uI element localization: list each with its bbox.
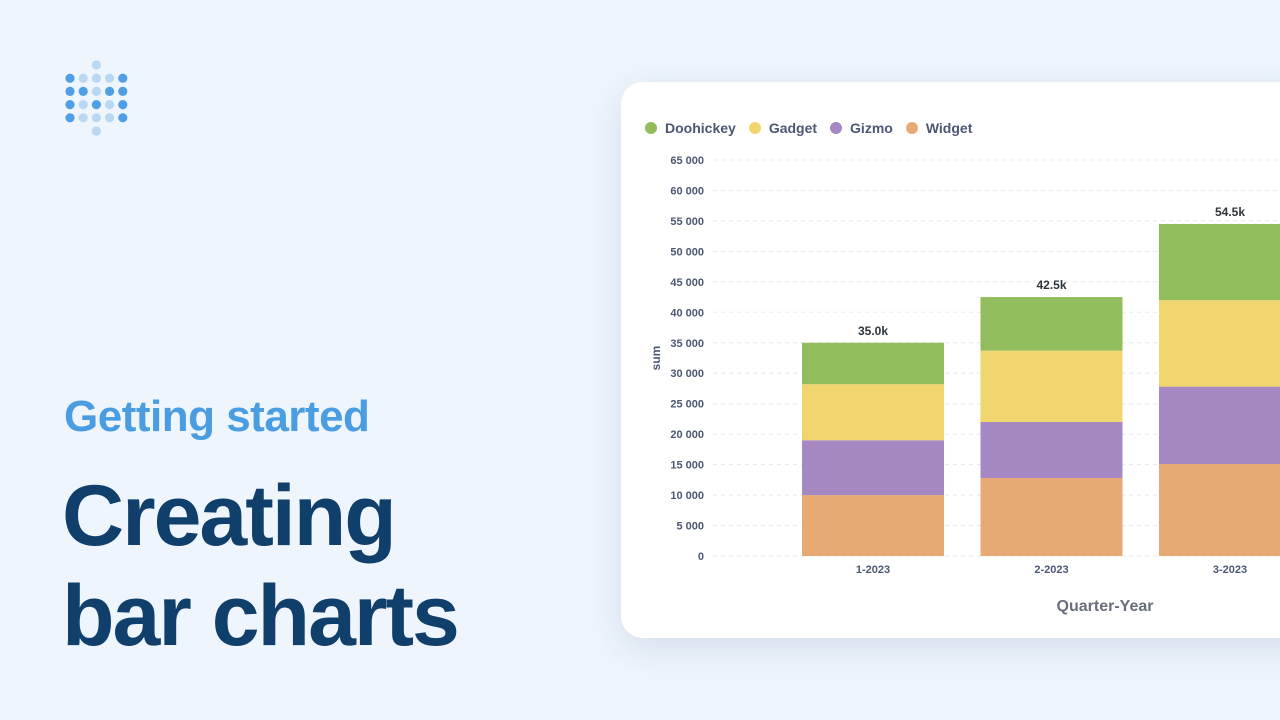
logo-dot xyxy=(65,100,75,110)
legend-dot-icon xyxy=(905,122,918,134)
logo-dot xyxy=(91,73,101,83)
logo-dot xyxy=(91,126,101,136)
logo-dot xyxy=(118,100,128,110)
y-tick-label: 65 000 xyxy=(670,155,704,167)
x-axis-title: Quarter-Year xyxy=(1057,598,1154,615)
y-tick-label: 40 000 xyxy=(670,307,704,319)
bar-segment-gadget[interactable] xyxy=(802,384,944,441)
y-tick-label: 5 000 xyxy=(676,521,704,533)
bar-segment-widget[interactable] xyxy=(802,495,944,556)
page-title: Creating bar charts xyxy=(62,466,460,666)
chart-card: Doohickey Gadget Gizmo Widget 0 5 000 10 000 1… xyxy=(621,82,1280,638)
logo-dot xyxy=(78,73,88,83)
legend-label: Gizmo xyxy=(850,120,893,136)
logo-dot xyxy=(91,113,101,123)
legend-label: Doohickey xyxy=(665,120,736,136)
bar-chart: 0 5 000 10 000 15 000 20 000 25 000 30 000 35 0… xyxy=(649,155,1280,615)
logo-dot xyxy=(91,86,101,96)
title-line-1: Creating xyxy=(62,468,397,564)
logo-dot xyxy=(118,86,128,96)
x-tick-label: 1-2023 xyxy=(856,564,890,576)
y-tick-label: 30 000 xyxy=(670,368,704,380)
y-tick-label: 0 xyxy=(698,551,704,563)
bar-segment-gizmo[interactable] xyxy=(980,421,1123,479)
y-tick-label: 10 000 xyxy=(670,490,704,502)
bar-segment-gadget[interactable] xyxy=(980,350,1123,422)
legend-label: Gadget xyxy=(768,120,818,136)
logo-dot xyxy=(78,100,88,110)
legend-item-gizmo[interactable]: Gizmo xyxy=(830,120,893,136)
logo-dot xyxy=(105,73,115,83)
logo-dot xyxy=(78,86,88,96)
logo-dot xyxy=(105,86,115,96)
bar-segment-doohickey[interactable] xyxy=(980,297,1123,351)
legend-item-doohickey[interactable]: Doohickey xyxy=(645,120,736,136)
bar-segment-doohickey[interactable] xyxy=(1159,223,1280,301)
metabase-logo-icon xyxy=(65,60,128,136)
subtitle: Getting started xyxy=(64,392,370,441)
logo-dot xyxy=(105,113,115,123)
logo-dot xyxy=(118,73,128,83)
x-tick-label: 2-2023 xyxy=(1034,564,1068,576)
legend-item-widget[interactable]: Widget xyxy=(905,120,973,136)
logo-dot xyxy=(78,113,88,123)
y-tick-label: 45 000 xyxy=(670,277,704,289)
logo-dot xyxy=(91,60,101,70)
bar-total-label: 42.5k xyxy=(1036,278,1066,292)
y-tick-label: 50 000 xyxy=(670,246,704,258)
logo-dot xyxy=(118,113,128,123)
y-tick-label: 20 000 xyxy=(670,429,704,441)
y-axis-title: sum xyxy=(649,346,663,371)
bar-segment-widget[interactable] xyxy=(980,478,1123,556)
legend-label: Widget xyxy=(925,120,973,136)
legend-dot-icon xyxy=(645,122,657,134)
logo-dot xyxy=(91,100,101,110)
y-tick-label: 35 000 xyxy=(670,338,704,350)
bar-segment-gizmo[interactable] xyxy=(1159,386,1280,465)
logo-dot xyxy=(65,113,75,123)
title-line-2: bar charts xyxy=(62,568,460,664)
logo-dot xyxy=(105,100,115,110)
y-tick-label: 55 000 xyxy=(670,216,704,228)
bar-total-label: 54.5k xyxy=(1215,205,1245,219)
chart-legend: Doohickey Gadget Gizmo Widget xyxy=(645,120,985,136)
y-tick-label: 25 000 xyxy=(670,399,704,411)
legend-item-gadget[interactable]: Gadget xyxy=(748,120,818,136)
legend-dot-icon xyxy=(830,122,843,134)
bar-segment-gadget[interactable] xyxy=(1159,300,1280,387)
y-tick-label: 60 000 xyxy=(670,185,704,197)
bar-segment-gizmo[interactable] xyxy=(802,440,944,496)
y-tick-label: 15 000 xyxy=(670,460,704,472)
legend-dot-icon xyxy=(748,122,761,134)
x-tick-label: 3-2023 xyxy=(1213,564,1247,576)
bar-segment-widget[interactable] xyxy=(1159,464,1280,556)
logo-dot xyxy=(65,86,75,96)
bar-segment-doohickey[interactable] xyxy=(802,342,944,385)
bar-total-label: 35.0k xyxy=(858,324,888,338)
logo-dot xyxy=(65,73,75,83)
